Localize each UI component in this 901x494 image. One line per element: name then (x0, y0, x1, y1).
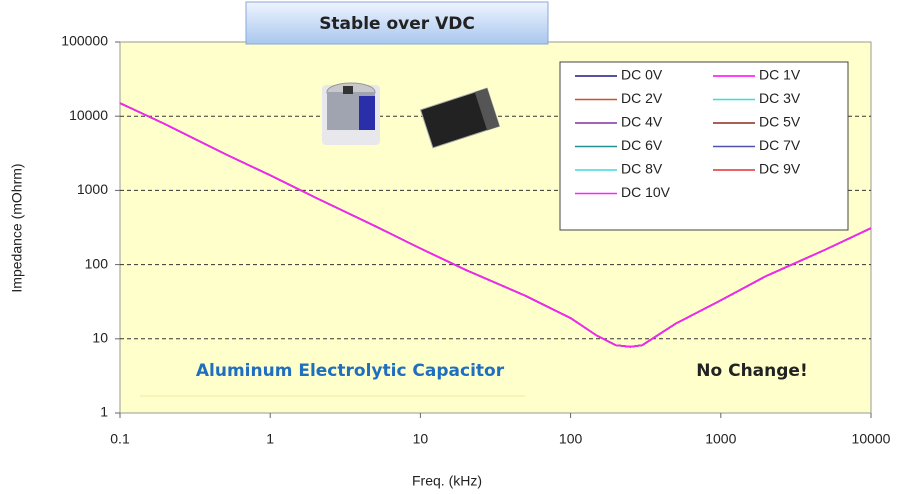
legend-label: DC 1V (759, 67, 801, 83)
capacitor-image (419, 87, 501, 149)
y-tick-label: 1000 (77, 181, 108, 197)
legend-label: DC 9V (759, 161, 801, 177)
legend-label: DC 4V (621, 114, 663, 130)
x-tick-label: 1000 (705, 431, 736, 447)
y-axis-label: Impedance (mOhrm) (9, 163, 25, 292)
title-box (245, 1, 549, 45)
annotation: No Change! (696, 361, 807, 381)
legend-label: DC 6V (621, 137, 663, 153)
x-tick-label: 10 (413, 431, 429, 447)
x-tick-label: 0.1 (110, 431, 130, 447)
legend-label: DC 5V (759, 114, 801, 130)
annotation: Aluminum Electrolytic Capacitor (196, 361, 505, 381)
y-tick-label: 100000 (61, 33, 108, 49)
legend-label: DC 7V (759, 137, 801, 153)
y-tick-label: 10000 (69, 107, 108, 123)
legend-label: DC 0V (621, 67, 663, 83)
annotation: Stable over VDC (319, 14, 475, 34)
series-line (119, 102, 872, 348)
y-tick-label: 10 (92, 330, 108, 346)
y-tick-label: 100 (85, 255, 109, 271)
x-tick-label: 100 (559, 431, 583, 447)
capacitor-image (322, 82, 380, 145)
legend-label: DC 3V (759, 90, 801, 106)
legend-label: DC 8V (621, 161, 663, 177)
legend-label: DC 2V (621, 90, 663, 106)
x-tick-label: 1 (266, 431, 274, 447)
y-tick-label: 1 (100, 404, 108, 420)
legend-label: DC 10V (621, 184, 671, 200)
x-axis-label: Freq. (kHz) (412, 473, 482, 489)
x-tick-label: 10000 (852, 431, 891, 447)
